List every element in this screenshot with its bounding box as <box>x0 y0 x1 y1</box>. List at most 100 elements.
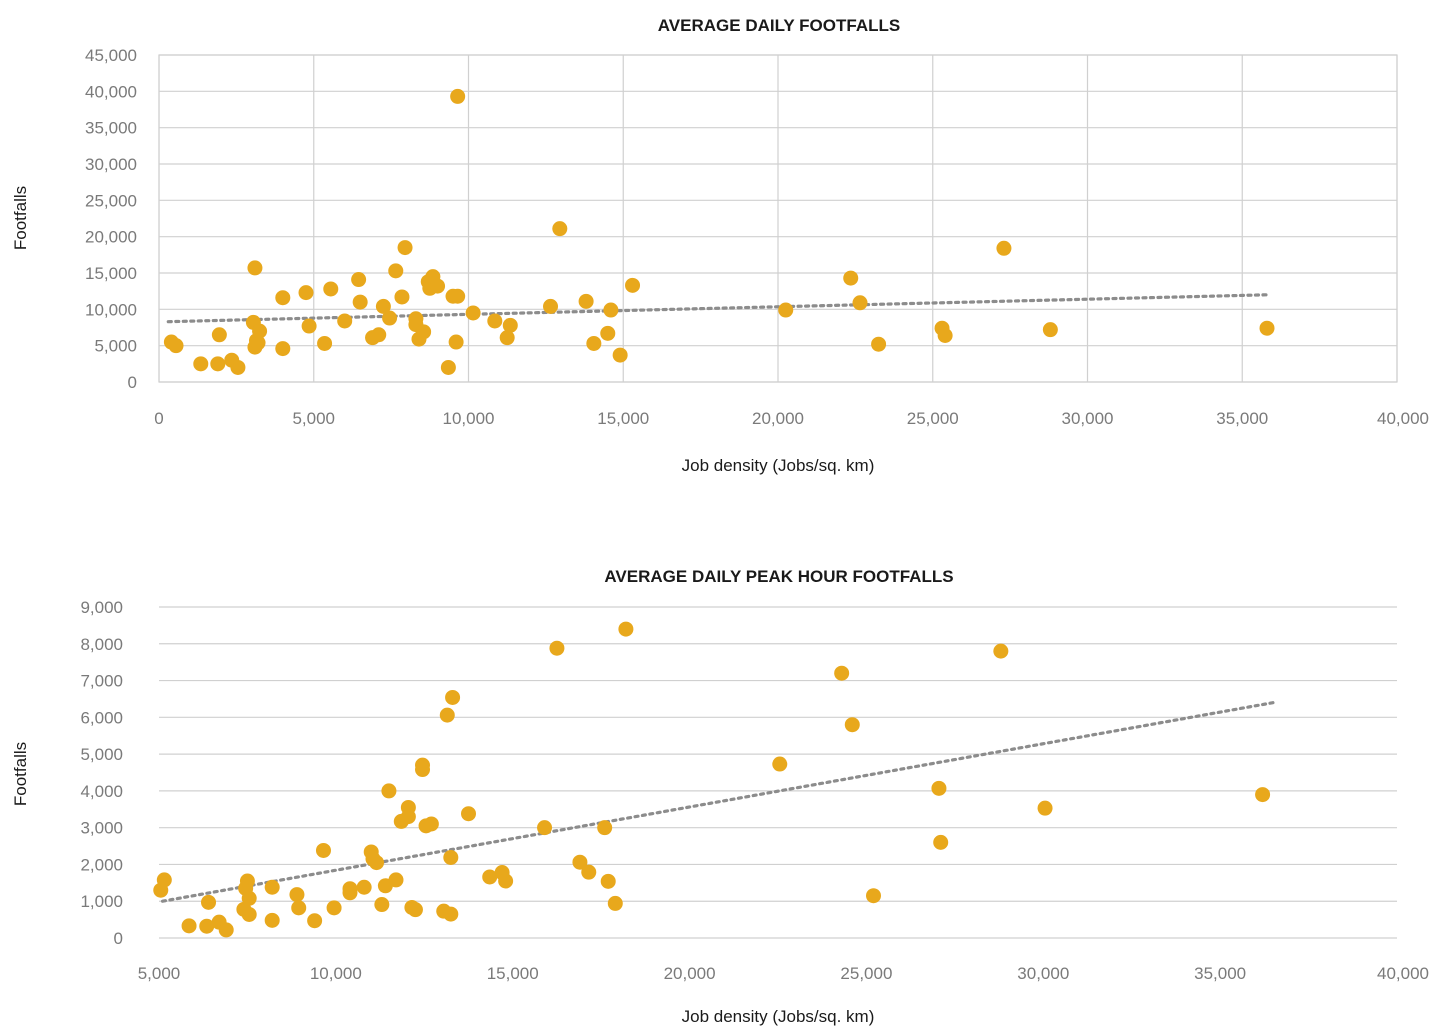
y-tick-label: 0 <box>128 373 137 392</box>
data-point <box>193 356 209 372</box>
x-tick-label: 40,000 <box>1377 964 1429 983</box>
data-point <box>352 294 368 310</box>
data-point <box>388 872 404 888</box>
data-point <box>600 325 616 341</box>
data-point <box>291 900 307 916</box>
data-point <box>549 640 565 656</box>
chart-average-daily-footfalls: AVERAGE DAILY FOOTFALLS 0 5,000 10,000 15,0… <box>11 16 1429 475</box>
y-tick-label: 25,000 <box>85 191 137 210</box>
data-point <box>301 318 317 334</box>
data-point <box>612 347 628 363</box>
trendline-layer <box>160 701 1275 903</box>
data-point <box>443 906 459 922</box>
y-tick-label: 15,000 <box>85 264 137 283</box>
data-point <box>264 912 280 928</box>
data-point <box>211 327 227 343</box>
data-point <box>1255 787 1271 803</box>
chart-title: AVERAGE DAILY PEAK HOUR FOOTFALLS <box>604 567 953 586</box>
data-point <box>625 277 641 293</box>
data-point <box>499 330 515 346</box>
x-tick-label: 25,000 <box>907 409 959 428</box>
data-point <box>871 336 887 352</box>
y-tick-label: 5,000 <box>94 337 137 356</box>
data-point <box>210 356 226 372</box>
plot-border <box>158 54 1398 383</box>
data-point <box>423 816 439 832</box>
data-point <box>448 334 464 350</box>
data-point <box>416 324 432 340</box>
x-tick-label: 15,000 <box>597 409 649 428</box>
data-point <box>543 298 559 314</box>
data-point <box>264 879 280 895</box>
data-point <box>498 873 514 889</box>
data-point <box>356 879 372 895</box>
data-point <box>586 335 602 351</box>
x-axis-label: Job density (Jobs/sq. km) <box>682 1007 875 1026</box>
data-point <box>487 313 503 329</box>
data-point <box>315 842 331 858</box>
data-point <box>996 240 1012 256</box>
chart-average-daily-peak-hour-footfalls: AVERAGE DAILY PEAK HOUR FOOTFALLS 0 1,000… <box>11 567 1429 1026</box>
y-tick-label: 45,000 <box>85 46 137 65</box>
data-point <box>937 327 953 343</box>
data-point <box>578 293 594 309</box>
data-point <box>440 359 456 375</box>
data-point <box>415 762 431 778</box>
data-points <box>163 88 1275 375</box>
data-point <box>388 263 404 279</box>
data-point <box>239 873 255 889</box>
data-point <box>772 756 788 772</box>
data-point <box>778 302 794 318</box>
data-point <box>407 902 423 918</box>
y-tick-label: 10,000 <box>85 300 137 319</box>
data-point <box>603 302 619 318</box>
data-point <box>317 335 333 351</box>
data-point <box>439 707 455 723</box>
data-point <box>397 240 413 256</box>
data-point <box>275 290 291 306</box>
y-axis-label: Footfalls <box>11 742 30 806</box>
data-point <box>201 894 217 910</box>
x-tick-label: 5,000 <box>138 964 181 983</box>
y-tick-label: 40,000 <box>85 82 137 101</box>
data-point <box>369 855 385 871</box>
data-point <box>181 918 197 934</box>
x-tick-labels: 5,000 10,000 15,000 20,000 25,000 30,000 35,00… <box>138 964 1429 983</box>
data-point <box>443 849 459 865</box>
data-point <box>371 327 387 343</box>
x-tick-label: 20,000 <box>664 964 716 983</box>
data-point <box>250 335 266 351</box>
y-tick-label: 5,000 <box>80 745 123 764</box>
x-tick-label: 25,000 <box>840 964 892 983</box>
y-tick-label: 3,000 <box>80 819 123 838</box>
x-tick-label: 15,000 <box>487 964 539 983</box>
data-point <box>230 359 246 375</box>
y-tick-label: 6,000 <box>80 708 123 727</box>
y-tick-label: 7,000 <box>80 672 123 691</box>
x-tick-label: 40,000 <box>1377 409 1429 428</box>
x-tick-label: 20,000 <box>752 409 804 428</box>
y-axis-label: Footfalls <box>11 186 30 250</box>
data-point <box>168 338 184 354</box>
data-point <box>252 323 268 339</box>
x-tick-label: 35,000 <box>1216 409 1268 428</box>
x-tick-label: 5,000 <box>292 409 335 428</box>
data-point <box>1259 320 1275 336</box>
data-point <box>375 298 391 314</box>
data-point <box>307 913 323 929</box>
data-point <box>275 341 291 357</box>
data-point <box>323 281 339 297</box>
data-point <box>852 295 868 311</box>
data-point <box>482 869 498 885</box>
data-point <box>581 864 597 880</box>
x-tick-label: 30,000 <box>1017 964 1069 983</box>
y-tick-label: 8,000 <box>80 635 123 654</box>
y-tick-label: 35,000 <box>85 119 137 138</box>
data-point <box>461 806 476 822</box>
data-point <box>537 820 553 836</box>
data-point <box>394 289 410 305</box>
y-tick-label: 30,000 <box>85 155 137 174</box>
y-tick-labels: 0 1,000 2,000 3,000 4,000 5,000 6,000 7,000 8,00… <box>80 598 123 948</box>
data-point <box>607 895 623 911</box>
gridlines <box>158 54 1398 383</box>
